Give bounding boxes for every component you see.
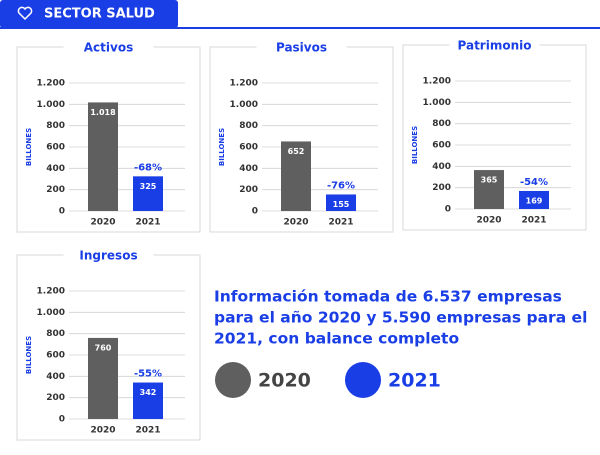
- chart-panel: Ingresos BILLONES 0 200 400 600 800 1.000 1.200 7…: [16, 247, 201, 441]
- y-tick-label: 1.200: [423, 77, 451, 87]
- change-annotation: -76%: [327, 180, 355, 191]
- y-axis-label: BILLONES: [411, 126, 419, 164]
- value-label: 1.018: [90, 108, 116, 117]
- y-tick-label: 800: [239, 121, 258, 131]
- y-tick-label: 400: [239, 164, 258, 174]
- y-tick-label: 600: [46, 351, 65, 361]
- info-text: Información tomada de 6.537 empresas: [214, 288, 562, 306]
- y-tick-label: 400: [46, 164, 65, 174]
- info-text: 2021, con balance completo: [214, 330, 459, 348]
- x-tick-label: 2020: [90, 218, 115, 228]
- title-bg: [449, 37, 540, 53]
- y-tick-label: 600: [46, 143, 65, 153]
- x-tick-label: 2021: [521, 216, 546, 226]
- bar: [519, 190, 549, 209]
- bar: [88, 102, 118, 211]
- y-tick-label: 800: [46, 121, 65, 131]
- bar: [133, 382, 163, 419]
- y-tick-label: 800: [46, 329, 65, 339]
- chart-title: Ingresos: [79, 249, 137, 263]
- value-label: 169: [526, 196, 543, 205]
- bar: [474, 170, 504, 209]
- legend-label: 2021: [388, 370, 441, 392]
- y-tick-label: 400: [432, 162, 451, 172]
- legend-swatch: [215, 362, 251, 398]
- y-tick-label: 1.000: [37, 308, 65, 318]
- y-tick-label: 200: [46, 393, 65, 403]
- chart-panel: Pasivos BILLONES 0 200 400 600 800 1.000 1.200 65…: [209, 39, 394, 233]
- x-tick-label: 2021: [135, 426, 160, 436]
- value-label: 155: [333, 200, 350, 209]
- y-axis-label: BILLONES: [218, 128, 226, 166]
- bar: [133, 176, 163, 211]
- header-title: SECTOR SALUD: [44, 7, 155, 22]
- y-tick-label: 0: [59, 415, 65, 425]
- x-tick-label: 2020: [90, 426, 115, 436]
- title-bg: [256, 39, 347, 55]
- y-tick-label: 0: [445, 205, 451, 215]
- legend-swatch: [345, 362, 381, 398]
- chart-panel: Activos BILLONES 0 200 400 600 800 1.000 1.200 1.…: [16, 39, 201, 233]
- legend-label: 2020: [258, 370, 311, 392]
- y-tick-label: 200: [432, 183, 451, 193]
- value-label: 365: [481, 176, 498, 185]
- x-tick-label: 2021: [135, 218, 160, 228]
- y-tick-label: 600: [432, 141, 451, 151]
- title-bg: [63, 247, 154, 263]
- y-tick-label: 0: [252, 207, 258, 217]
- heart-icon: [17, 6, 33, 21]
- y-tick-label: 200: [46, 185, 65, 195]
- bar: [281, 141, 311, 211]
- y-tick-label: 1.200: [230, 79, 258, 89]
- change-annotation: -54%: [520, 177, 548, 188]
- y-tick-label: 1.200: [37, 287, 65, 297]
- y-tick-label: 200: [239, 185, 258, 195]
- title-bg: [63, 39, 154, 55]
- y-tick-label: 800: [432, 119, 451, 129]
- change-annotation: -68%: [134, 162, 162, 173]
- y-tick-label: 1.000: [37, 100, 65, 110]
- header-tab: [0, 0, 178, 28]
- x-tick-label: 2020: [476, 216, 501, 226]
- value-label: 760: [95, 343, 112, 352]
- bar: [326, 194, 356, 211]
- y-tick-label: 0: [59, 207, 65, 217]
- x-tick-label: 2021: [328, 218, 353, 228]
- y-axis-label: BILLONES: [25, 128, 33, 166]
- y-tick-label: 1.200: [37, 79, 65, 89]
- chart-title: Patrimonio: [458, 39, 532, 53]
- header-line: [0, 27, 600, 29]
- value-label: 652: [288, 147, 305, 156]
- info-text: para el año 2020 y 5.590 empresas para e…: [214, 309, 587, 327]
- value-label: 342: [140, 388, 157, 397]
- y-tick-label: 1.000: [230, 100, 258, 110]
- y-tick-label: 400: [46, 372, 65, 382]
- change-annotation: -55%: [134, 369, 162, 380]
- chart-title: Pasivos: [276, 41, 327, 55]
- y-tick-label: 600: [239, 143, 258, 153]
- bar: [88, 337, 118, 419]
- x-tick-label: 2020: [283, 218, 308, 228]
- chart-title: Activos: [84, 41, 133, 55]
- y-tick-label: 1.000: [423, 98, 451, 108]
- y-axis-label: BILLONES: [25, 336, 33, 374]
- chart-panel: Patrimonio BILLONES 0 200 400 600 800 1.000 1.20…: [402, 37, 587, 231]
- value-label: 325: [140, 182, 157, 191]
